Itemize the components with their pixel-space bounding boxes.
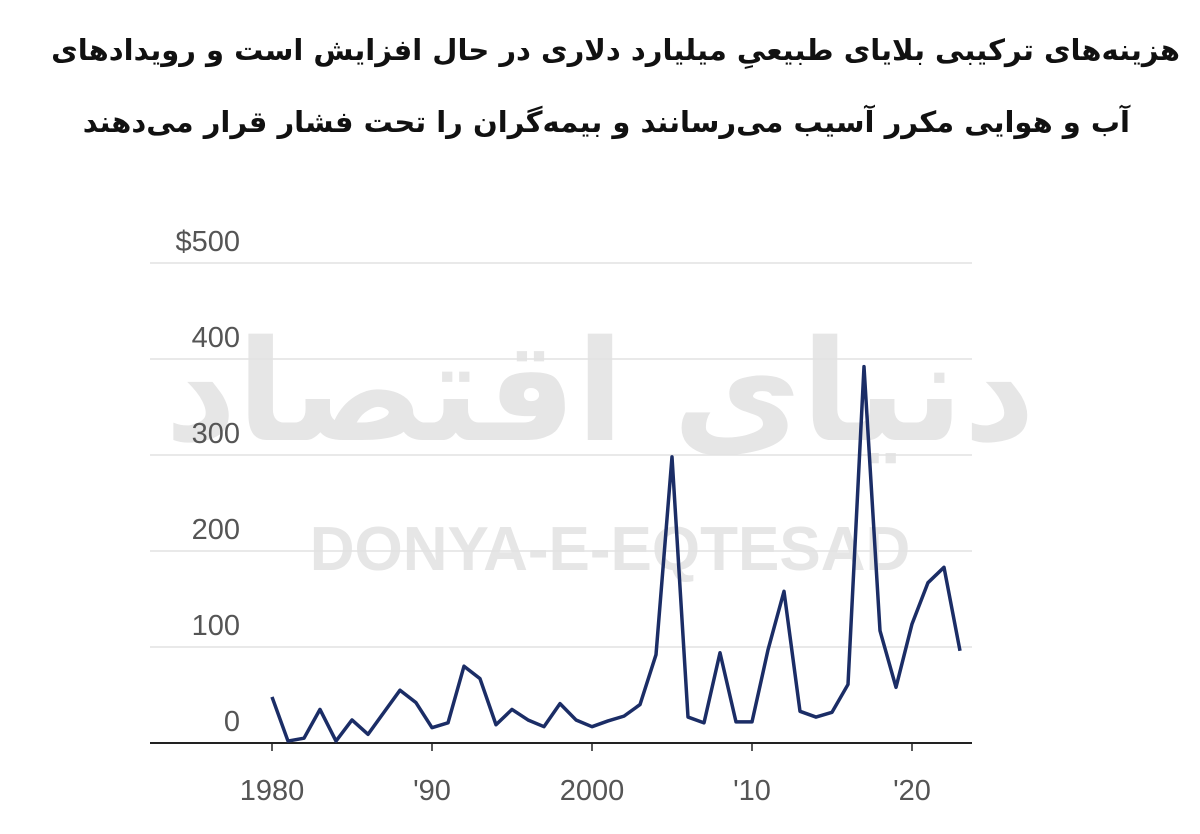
- chart-title: آب و هوایی مکرر آسیب می‌رسانند و بیمه‌گر…: [83, 104, 1131, 139]
- y-tick-label: 100: [192, 610, 240, 642]
- watermark: دنیای اقتصاد: [165, 311, 1035, 474]
- x-tick-label: 1980: [240, 775, 305, 807]
- chart-title: هزینه‌های ترکیبی بلایای طبیعیِ میلیارد د…: [51, 33, 1180, 69]
- x-tick-label: '10: [733, 775, 771, 807]
- x-tick-label: '20: [893, 775, 931, 807]
- data-line: [270, 364, 962, 743]
- y-tick-label: 300: [192, 418, 240, 450]
- y-tick-label: 400: [192, 322, 240, 354]
- watermark: DONYA-E-EQTESAD: [310, 515, 911, 584]
- x-tick-label: 2000: [560, 775, 625, 807]
- x-tick-label: '90: [413, 775, 451, 807]
- y-tick-label: $500: [175, 226, 240, 258]
- y-tick-label: 200: [192, 514, 240, 546]
- y-tick-label: 0: [224, 706, 240, 738]
